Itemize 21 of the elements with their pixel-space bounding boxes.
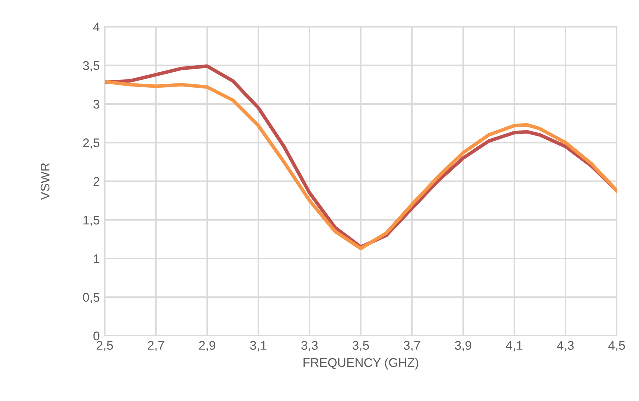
y-tick-label: 2,5 xyxy=(83,138,100,150)
x-tick-label: 3,5 xyxy=(352,341,370,352)
x-axis-title: FREQUENCY (GHZ) xyxy=(304,358,418,370)
x-tick-label: 2,7 xyxy=(148,341,164,352)
y-tick-label: 0 xyxy=(94,332,100,341)
x-tick-label: 3,3 xyxy=(302,341,318,352)
y-tick-label: 1,5 xyxy=(84,216,100,226)
y-tick-label: 4 xyxy=(93,22,100,32)
x-tick-label: 3,7 xyxy=(404,341,420,352)
y-tick-label: 2 xyxy=(94,177,100,186)
x-tick-label: 2,9 xyxy=(199,341,216,352)
y-tick-label: 3,5 xyxy=(83,61,100,72)
y-axis-title: VSWR xyxy=(40,163,50,200)
y-tick-label: 0,5 xyxy=(83,293,100,304)
x-tick-label: 3,1 xyxy=(250,341,267,352)
x-tick-label: 4,5 xyxy=(608,341,626,352)
y-tick-label: 3 xyxy=(94,100,100,109)
x-tick-label: 4,3 xyxy=(557,341,574,352)
y-tick-label: 1 xyxy=(94,254,100,264)
x-tick-label: 3,9 xyxy=(455,341,472,352)
x-tick-label: 4,1 xyxy=(506,341,523,352)
